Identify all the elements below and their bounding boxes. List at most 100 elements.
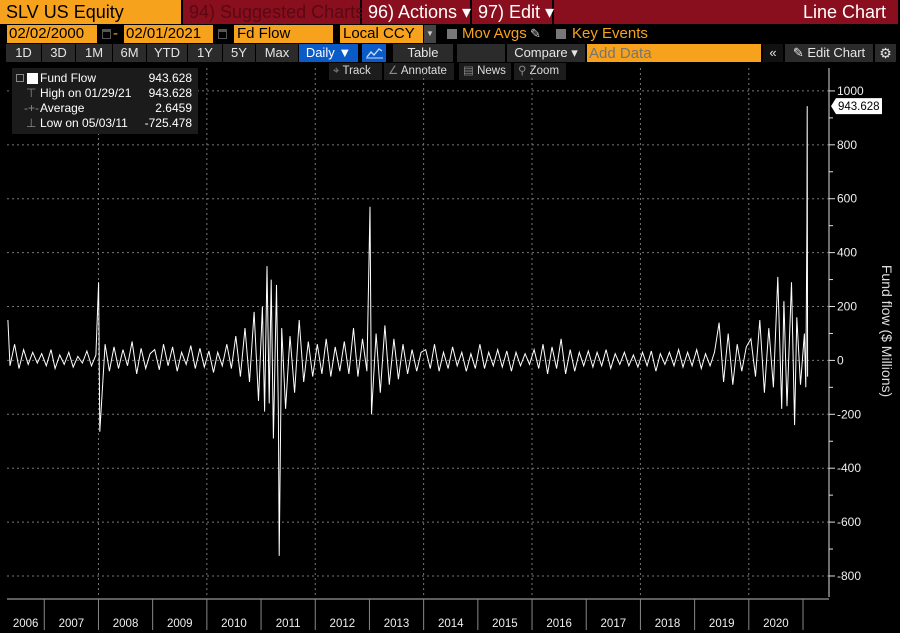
- legend-series-value: 943.628: [148, 71, 192, 85]
- edit-chart-button[interactable]: ✎ Edit Chart: [785, 44, 873, 62]
- news-button[interactable]: ▤ News: [459, 63, 511, 80]
- key-events-label[interactable]: Key Events: [572, 25, 648, 42]
- x-tick-label: 2015: [492, 618, 518, 630]
- y-tick-label: 600: [837, 192, 857, 206]
- x-tick-label: 2007: [59, 618, 85, 630]
- chart-type-title: Line Chart: [554, 0, 898, 24]
- key-events-checkbox[interactable]: [556, 29, 566, 39]
- legend-average: -+- Average 2.6459: [20, 101, 192, 116]
- legend-low: ⊥ Low on 05/03/11 -725.478: [20, 116, 192, 131]
- magnifier-icon: ⚲: [518, 65, 530, 77]
- low-marker-icon: ⊥: [26, 116, 37, 130]
- x-tick-label: 2014: [438, 618, 464, 630]
- y-tick-label: 0: [837, 353, 844, 367]
- chevron-down-icon[interactable]: ▼: [424, 25, 436, 43]
- mov-avgs-checkbox[interactable]: [447, 29, 457, 39]
- last-value-callout: 943.628: [831, 98, 882, 115]
- legend-low-label: Low on 05/03/11: [40, 116, 128, 130]
- x-axis: 2006 2007 2008 2009 2010 2011 2012 2013 2014 2015…: [7, 598, 829, 630]
- track-button[interactable]: ⌖ Track: [329, 63, 382, 80]
- pencil-icon: ✎: [792, 45, 808, 60]
- currency-select[interactable]: Local CCY: [340, 25, 423, 43]
- pencil-icon[interactable]: ✎: [530, 26, 541, 41]
- legend-average-value: 2.6459: [155, 101, 192, 115]
- annotate-label: Annotate: [400, 65, 447, 77]
- legend-high: ⊤ High on 01/29/21 943.628: [20, 86, 192, 101]
- series-color-swatch: [27, 73, 38, 84]
- track-label: Track: [342, 65, 371, 77]
- annotate-icon: ∠: [388, 65, 401, 77]
- zoom-button[interactable]: ⚲ Zoom: [514, 63, 566, 80]
- zoom-label: Zoom: [529, 65, 560, 77]
- edit-menu[interactable]: 97) Edit ▾: [472, 0, 554, 24]
- x-tick-label: 2011: [276, 618, 301, 630]
- add-data-input[interactable]: [587, 44, 761, 62]
- period-ytd[interactable]: YTD: [147, 44, 187, 62]
- y-axis: 1000 800 600 400 200 0 -200 -400 -600 -800: [828, 68, 864, 597]
- period-1y[interactable]: 1Y: [188, 44, 222, 62]
- average-marker-icon: -+-: [24, 101, 39, 115]
- y-tick-label: -600: [837, 515, 861, 529]
- y-tick-label: -200: [837, 407, 861, 421]
- grid: [7, 68, 829, 597]
- period-6m[interactable]: 6M: [113, 44, 146, 62]
- x-tick-label: 2018: [655, 618, 681, 630]
- legend-high-value: 943.628: [148, 86, 192, 100]
- y-axis-label: Fund flow ($ Millions): [879, 265, 895, 397]
- legend-series-label: Fund Flow: [40, 71, 97, 85]
- period-max[interactable]: Max: [256, 44, 298, 62]
- period-1m[interactable]: 1M: [76, 44, 112, 62]
- news-icon: ▤: [463, 65, 478, 77]
- annotate-button[interactable]: ∠ Annotate: [384, 63, 454, 80]
- x-tick-label: 2017: [601, 618, 627, 630]
- legend-high-label: High on 01/29/21: [40, 86, 132, 100]
- actions-menu[interactable]: 96) Actions ▾: [362, 0, 471, 24]
- collapse-button[interactable]: «: [763, 44, 783, 62]
- x-tick-label: 2008: [113, 618, 139, 630]
- y-tick-label: 200: [837, 300, 857, 314]
- x-tick-label: 2016: [546, 618, 572, 630]
- crosshair-icon: ⌖: [333, 65, 343, 77]
- suggested-charts-button[interactable]: 94) Suggested Charts: [183, 0, 364, 24]
- edit-chart-label: Edit Chart: [807, 45, 866, 60]
- ticker-field[interactable]: SLV US Equity: [0, 0, 181, 24]
- table-button[interactable]: Table: [393, 44, 453, 62]
- y-tick-label: 1000: [837, 84, 864, 98]
- date-separator: -: [113, 25, 118, 42]
- legend: Fund Flow 943.628 ⊤ High on 01/29/21 943.62…: [12, 68, 198, 134]
- end-date-input[interactable]: 02/01/2021: [124, 25, 213, 43]
- y-tick-label: 400: [837, 246, 857, 260]
- x-tick-label: 2013: [384, 618, 410, 630]
- x-tick-label: 2020: [763, 618, 789, 630]
- mov-avgs-label[interactable]: Mov Avgs: [462, 25, 527, 42]
- x-tick-label: 2006: [13, 618, 39, 630]
- period-1d[interactable]: 1D: [6, 44, 41, 62]
- legend-low-value: -725.478: [144, 116, 192, 130]
- series-line-fund-flow: [7, 106, 809, 556]
- start-date-input[interactable]: 02/02/2000: [7, 25, 97, 43]
- legend-series[interactable]: Fund Flow 943.628: [16, 71, 192, 86]
- y-tick-label: -400: [837, 461, 861, 475]
- high-marker-icon: ⊤: [26, 86, 37, 100]
- compare-menu[interactable]: Compare ▾: [507, 44, 585, 62]
- x-tick-label: 2012: [330, 618, 356, 630]
- period-3d[interactable]: 3D: [42, 44, 75, 62]
- x-tick-label: 2019: [709, 618, 735, 630]
- collapse-icon[interactable]: [16, 74, 24, 82]
- period-5y[interactable]: 5Y: [223, 44, 255, 62]
- y-tick-label: -800: [837, 569, 861, 583]
- news-label: News: [477, 65, 506, 77]
- legend-average-label: Average: [40, 101, 85, 115]
- y-tick-label: 800: [837, 138, 857, 152]
- gear-icon[interactable]: ⚙: [875, 44, 896, 62]
- frequency-select[interactable]: Daily ▼: [299, 44, 358, 62]
- calendar-icon[interactable]: [218, 29, 227, 39]
- blank-button: [457, 44, 505, 62]
- x-tick-label: 2009: [167, 618, 193, 630]
- field-input[interactable]: Fd Flow: [234, 25, 333, 43]
- line-chart-icon[interactable]: [362, 44, 386, 62]
- callout-value: 943.628: [838, 101, 880, 113]
- callout-box: [831, 98, 882, 115]
- calendar-icon[interactable]: [102, 29, 111, 39]
